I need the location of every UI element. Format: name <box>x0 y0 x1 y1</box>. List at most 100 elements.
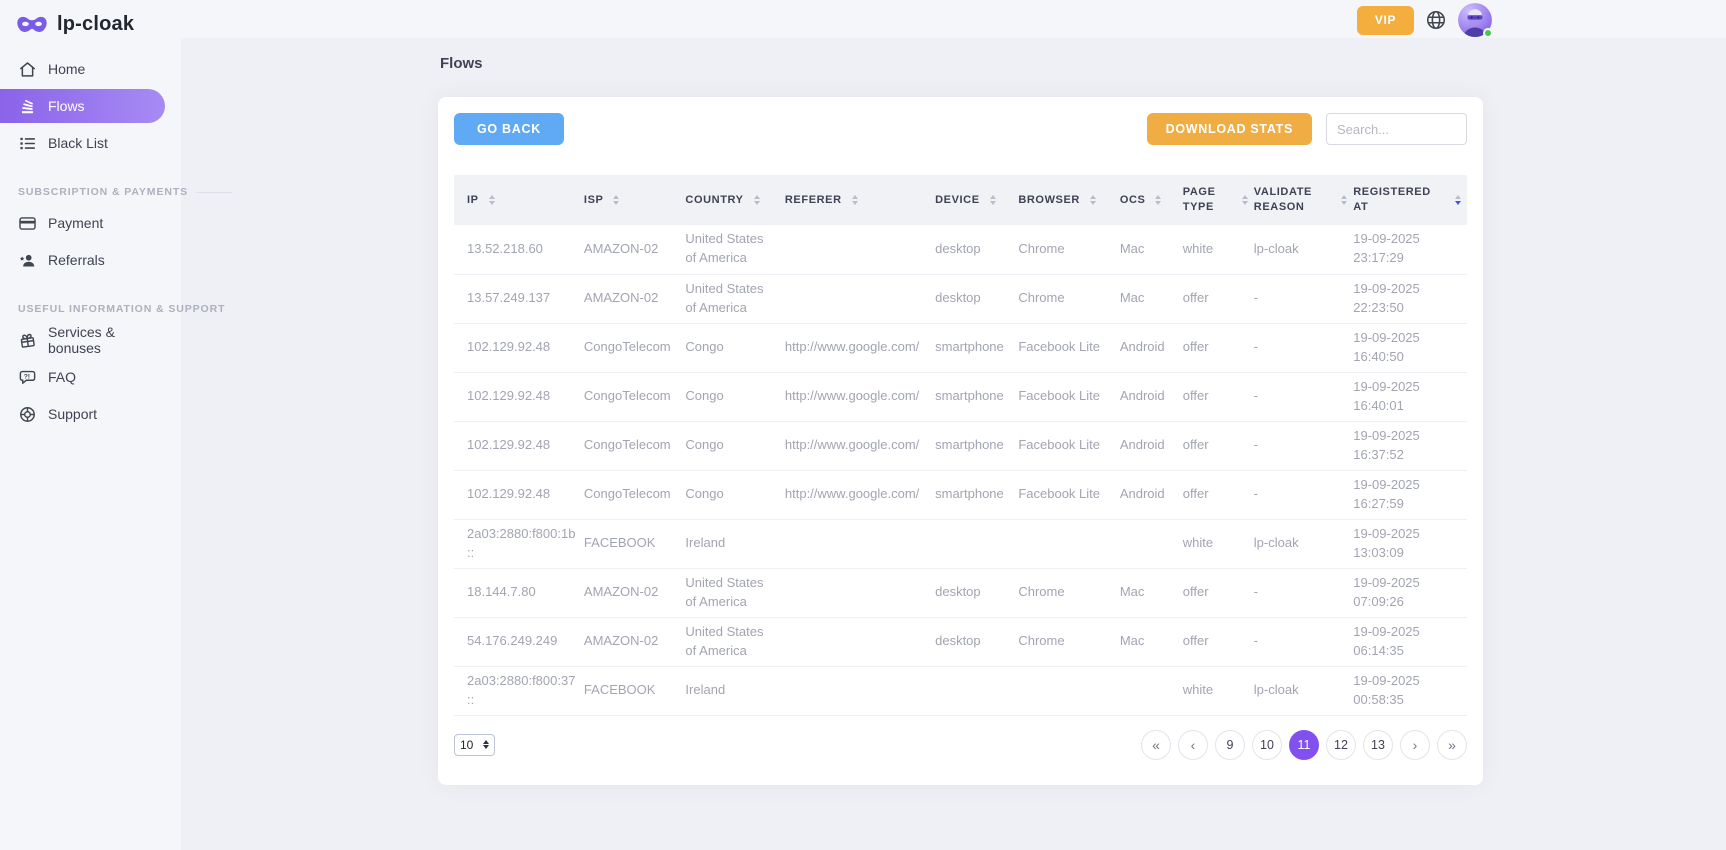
avatar-image <box>1458 3 1492 37</box>
language-globe-button[interactable] <box>1425 9 1447 31</box>
flows-icon <box>18 97 37 116</box>
cell: FACEBOOK <box>583 666 686 716</box>
pagination-page-12[interactable]: 12 <box>1326 729 1356 760</box>
sidebar-item-home[interactable]: Home <box>0 52 181 86</box>
table-row: 18.144.7.80 AMAZON-02 United States of Ame… <box>454 568 1467 618</box>
go-back-button[interactable]: GO BACK <box>454 113 564 145</box>
pagination-next-button[interactable]: › <box>1400 729 1430 760</box>
column-header-registered-at[interactable]: REGISTERED AT <box>1353 175 1467 225</box>
pagination: 10 «‹ 9 10 11 12 13 ›» <box>454 729 1467 760</box>
cell: offer <box>1182 470 1254 520</box>
cell: - <box>1253 617 1354 667</box>
cell: - <box>1253 274 1354 324</box>
header-actions: VIP <box>1357 3 1493 38</box>
list-icon <box>18 134 37 153</box>
sidebar-item-label: Services & bonuses <box>48 324 115 356</box>
cell: Ireland <box>685 519 785 569</box>
sidebar-item-referrals[interactable]: Referrals <box>0 243 181 277</box>
flows-card: GO BACK DOWNLOAD STATS IP ISP COUNTRY REFER… <box>438 97 1483 785</box>
cell: Android <box>1119 421 1183 471</box>
cell: AMAZON-02 <box>583 225 686 275</box>
cell: 19-09-2025 16:27:59 <box>1353 470 1467 520</box>
cell: desktop <box>935 225 1019 275</box>
cell: Mac <box>1119 568 1183 618</box>
column-header-ip[interactable]: IP <box>454 175 584 225</box>
pagination-last-button[interactable]: » <box>1437 729 1467 760</box>
cell: Android <box>1119 372 1183 422</box>
cell: white <box>1182 519 1254 569</box>
sidebar-item-payment[interactable]: Payment <box>0 206 181 240</box>
cell: Ireland <box>685 666 785 716</box>
sidebar-item-label: Black List <box>48 135 108 151</box>
pagination-first-button[interactable]: « <box>1141 729 1171 760</box>
table-row: 102.129.92.48 CongoTelecom Congo http://www… <box>454 421 1467 471</box>
flows-table: IP ISP COUNTRY REFERER DEVICE BROWSER OCS PAGE … <box>454 175 1467 716</box>
column-label: ISP <box>583 193 604 206</box>
pagination-page-9[interactable]: 9 <box>1215 729 1245 760</box>
column-header-country[interactable]: COUNTRY <box>685 175 785 225</box>
cell: Chrome <box>1018 617 1120 667</box>
table-row: 102.129.92.48 CongoTelecom Congo http://www… <box>454 470 1467 520</box>
search-input[interactable] <box>1326 113 1467 145</box>
gift-icon <box>17 329 38 350</box>
cell: Congo <box>685 470 785 520</box>
cell: Mac <box>1119 617 1183 667</box>
sort-icon <box>1089 195 1096 205</box>
sidebar-item-label: Flows <box>48 98 85 114</box>
page-title: Flows <box>440 55 483 72</box>
column-header-validate-reason[interactable]: VALIDATE REASON <box>1253 175 1354 225</box>
avatar[interactable] <box>1458 3 1493 38</box>
sidebar-section-subscription-payments: SUBSCRIPTION & PAYMENTS <box>0 186 187 198</box>
table-header: IP ISP COUNTRY REFERER DEVICE BROWSER OCS PAGE … <box>454 175 1467 225</box>
page-size-select[interactable]: 10 <box>454 733 495 756</box>
page-size-value: 10 <box>460 737 474 752</box>
column-header-browser[interactable]: BROWSER <box>1018 175 1120 225</box>
cell: 13.57.249.137 <box>454 274 584 324</box>
cell: 13.52.218.60 <box>454 225 584 275</box>
column-header-referer[interactable]: REFERER <box>784 175 936 225</box>
table-row: 13.52.218.60 AMAZON-02 United States of Am… <box>454 225 1467 275</box>
cell: white <box>1182 666 1254 716</box>
column-header-page-type[interactable]: PAGE TYPE <box>1182 175 1254 225</box>
sidebar-item-services-bonuses[interactable]: Services & bonuses <box>0 323 181 357</box>
cell: Chrome <box>1018 225 1120 275</box>
download-stats-button[interactable]: DOWNLOAD STATS <box>1146 113 1312 145</box>
sidebar-item-black-list[interactable]: Black List <box>0 126 181 160</box>
pagination-page-11[interactable]: 11 <box>1289 729 1319 760</box>
column-label: REGISTERED AT <box>1353 186 1431 213</box>
pagination-prev-button[interactable]: ‹ <box>1178 729 1208 760</box>
column-header-ocs[interactable]: OCS <box>1119 175 1183 225</box>
sort-icon <box>1241 195 1248 205</box>
cell: CongoTelecom <box>583 323 686 373</box>
cell: desktop <box>935 617 1019 667</box>
brand-logo[interactable]: lp-cloak <box>0 0 181 52</box>
vip-button[interactable]: VIP <box>1357 5 1414 35</box>
cell: 102.129.92.48 <box>454 421 584 471</box>
cell: 19-09-2025 16:40:50 <box>1353 323 1467 373</box>
cell: Congo <box>685 323 785 373</box>
sort-icon <box>488 195 495 205</box>
cell: smartphone <box>935 421 1019 471</box>
column-label: VALIDATE REASON <box>1253 186 1312 213</box>
cell: offer <box>1182 274 1254 324</box>
cell: FACEBOOK <box>583 519 686 569</box>
sidebar-item-flows[interactable]: Flows <box>0 89 165 123</box>
cell: http://www.google.com/ <box>784 323 936 373</box>
page-buttons: «‹ 9 10 11 12 13 ›» <box>1141 729 1467 760</box>
cell: 19-09-2025 13:03:09 <box>1353 519 1467 569</box>
pagination-page-10[interactable]: 10 <box>1252 729 1282 760</box>
cell: offer <box>1182 421 1254 471</box>
sidebar-item-support[interactable]: Support <box>0 397 181 431</box>
cell <box>1018 519 1120 569</box>
column-header-device[interactable]: DEVICE <box>935 175 1019 225</box>
cell: AMAZON-02 <box>583 274 686 324</box>
column-header-isp[interactable]: ISP <box>583 175 686 225</box>
table-row: 2a03:2880:f800:37:: FACEBOOK Ireland white l… <box>454 666 1467 716</box>
sidebar-item-faq[interactable]: ?! FAQ <box>0 360 181 394</box>
cell: - <box>1253 372 1354 422</box>
cell: smartphone <box>935 470 1019 520</box>
pagination-page-13[interactable]: 13 <box>1363 729 1393 760</box>
column-label: OCS <box>1119 193 1146 206</box>
cell: lp-cloak <box>1253 666 1354 716</box>
cell <box>1018 666 1120 716</box>
